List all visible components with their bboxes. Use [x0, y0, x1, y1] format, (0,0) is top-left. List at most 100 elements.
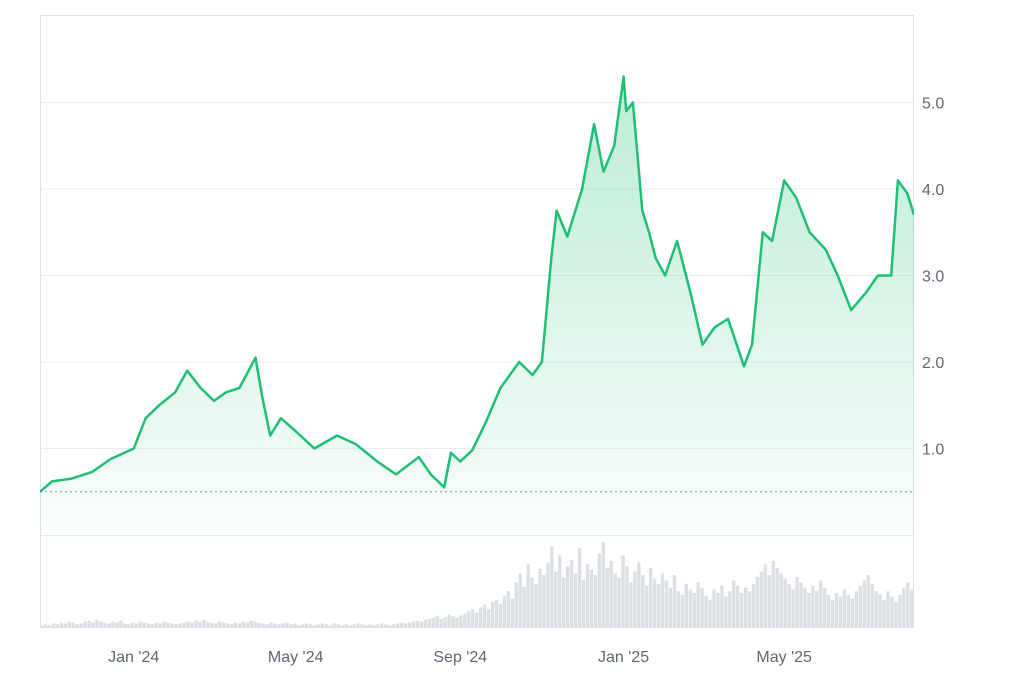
- volume-bar: [134, 623, 139, 627]
- volume-bar: [178, 623, 182, 627]
- volume-bar: [890, 596, 894, 627]
- volume-bar: [123, 623, 127, 627]
- volume-bar: [518, 573, 522, 627]
- volume-bar: [858, 585, 862, 627]
- volume-bar: [743, 587, 748, 627]
- volume-bar: [91, 622, 95, 627]
- volume-bar: [210, 622, 214, 627]
- volume-bar: [59, 622, 64, 627]
- volume-bar: [463, 613, 467, 627]
- volume-bar: [652, 578, 657, 627]
- volume-bar: [593, 575, 598, 627]
- volume-bar: [684, 584, 688, 627]
- volume-bar: [348, 625, 352, 627]
- volume-bar: [613, 573, 617, 627]
- volume-bar: [775, 567, 779, 627]
- volume-bar: [641, 575, 645, 627]
- volume-bar: [217, 621, 222, 627]
- volume-bar: [130, 622, 135, 627]
- volume-bar: [546, 562, 550, 627]
- volume-bar: [289, 624, 293, 627]
- volume-bar: [664, 580, 669, 627]
- volume-bar: [617, 577, 621, 627]
- volume-bar: [95, 619, 99, 627]
- volume-bar: [269, 622, 273, 627]
- volume-bar: [154, 622, 159, 627]
- volume-bar: [368, 624, 372, 627]
- volume-bar: [407, 622, 412, 627]
- volume-bar: [206, 621, 210, 627]
- volume-bar: [862, 580, 866, 627]
- volume-bar: [554, 571, 558, 627]
- volume-bar: [601, 542, 605, 627]
- volume-bar: [451, 616, 455, 627]
- volume-bar: [838, 596, 843, 627]
- volume-bar: [194, 620, 198, 627]
- volume-bar: [676, 591, 681, 627]
- volume-bar: [878, 594, 882, 627]
- y-tick-label: 4.0: [922, 182, 944, 199]
- volume-bar: [75, 624, 79, 627]
- volume-bar: [621, 555, 625, 627]
- volume-bar: [906, 582, 910, 627]
- volume-bar: [542, 575, 546, 627]
- volume-bar: [43, 624, 48, 627]
- volume-bar: [672, 575, 677, 627]
- x-tick-label: May '25: [756, 649, 812, 666]
- volume-bar: [716, 593, 720, 627]
- volume-bar: [708, 600, 712, 627]
- volume-bar: [700, 587, 704, 627]
- volume-bar: [850, 598, 855, 627]
- volume-bar: [352, 624, 356, 627]
- volume-bar: [854, 591, 859, 627]
- volume-bar: [391, 624, 396, 627]
- volume-bar: [573, 573, 578, 627]
- y-tick-label: 2.0: [922, 355, 944, 372]
- volume-bar: [783, 578, 787, 627]
- volume-bar: [316, 624, 321, 627]
- volume-bar: [763, 564, 768, 627]
- volume-bar: [510, 598, 514, 627]
- volume-bar: [435, 616, 439, 627]
- volume-bar: [376, 624, 380, 627]
- volume-bar: [569, 559, 574, 627]
- volume-bar: [111, 621, 115, 627]
- volume-bar: [47, 625, 52, 627]
- volume-bar: [439, 618, 443, 627]
- volume-bar: [787, 584, 791, 627]
- volume-bar: [467, 610, 471, 627]
- volume-bar: [902, 587, 906, 627]
- volume-bar: [886, 591, 890, 627]
- volume-bar: [490, 601, 495, 627]
- volume-bar: [704, 595, 708, 627]
- volume-bar: [83, 621, 87, 627]
- volume-bar: [514, 582, 518, 627]
- volume-bar: [823, 587, 827, 627]
- volume-bar: [277, 624, 281, 627]
- volume-bar: [633, 571, 637, 627]
- volume-bar: [799, 582, 803, 627]
- volume-bar: [249, 620, 253, 627]
- volume-bar: [245, 622, 249, 627]
- volume-bar: [340, 625, 344, 627]
- volume-bar: [629, 582, 633, 627]
- volume-bar: [668, 587, 673, 627]
- volume-bar: [399, 622, 404, 627]
- volume-bar: [459, 615, 463, 627]
- volume-bar: [736, 585, 740, 627]
- volume-bar: [158, 623, 162, 627]
- volume-bar: [605, 567, 609, 627]
- volume-bar: [103, 622, 107, 627]
- volume-bar: [688, 589, 692, 627]
- volume-bar: [739, 593, 744, 627]
- volume-bar: [696, 582, 700, 627]
- volume-bar: [819, 580, 823, 627]
- volume-bar: [759, 571, 764, 627]
- volume-bar: [162, 621, 166, 627]
- volume-bar: [221, 622, 226, 627]
- volume-bar: [660, 573, 665, 627]
- x-tick-label: Jan '25: [598, 649, 649, 666]
- volume-bar: [71, 622, 75, 627]
- volume-bar: [233, 622, 238, 627]
- volume-bar: [388, 625, 392, 627]
